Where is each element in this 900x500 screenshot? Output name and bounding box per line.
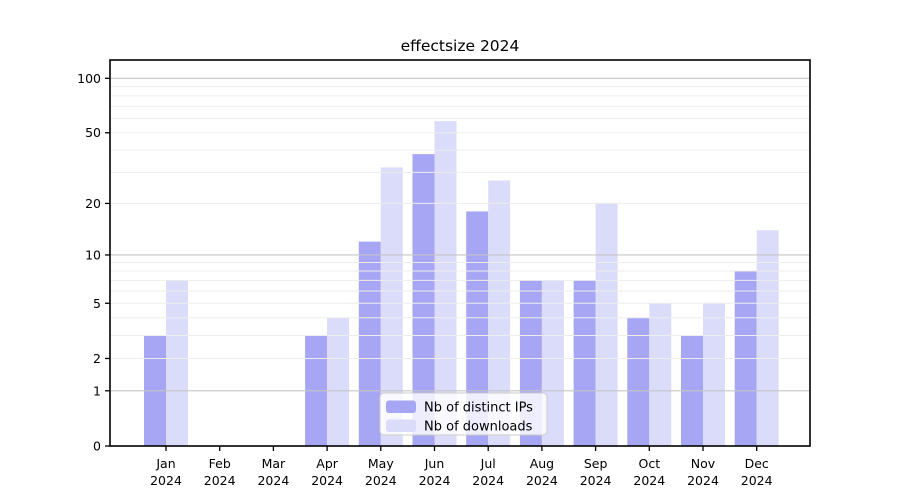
x-tick-label-month: Jun xyxy=(424,456,445,471)
bar-downloads-jan xyxy=(166,280,188,446)
x-tick-label-year: 2024 xyxy=(580,473,612,488)
bar-distinct-ips-may xyxy=(358,241,381,446)
bar-downloads-apr xyxy=(327,317,350,446)
x-tick-label-year: 2024 xyxy=(150,473,182,488)
x-tick-label-year: 2024 xyxy=(741,473,773,488)
x-tick-label-month: Nov xyxy=(691,456,716,471)
chart-plot-area: 0 1 2 5 10 20 50 100 Jan 2024 Feb 2024 Mar 2024 Apr 202… xyxy=(77,59,811,488)
x-tick-label-month: Jan xyxy=(155,456,175,471)
bar-downloads-may xyxy=(380,167,403,447)
legend-swatch-downloads xyxy=(386,419,416,432)
bar-distinct-ips-jul xyxy=(466,211,489,446)
bar-distinct-ips-jun xyxy=(412,154,435,447)
x-tick-label-year: 2024 xyxy=(311,473,343,488)
y-tick-label: 10 xyxy=(85,247,101,262)
bar-downloads-dec xyxy=(756,230,779,446)
x-tick-label-year: 2024 xyxy=(257,473,289,488)
y-tick-label: 5 xyxy=(93,296,101,311)
x-tick-label-month: Apr xyxy=(316,456,338,471)
bar-downloads-sep xyxy=(595,203,618,446)
legend-swatch-distinct-ips xyxy=(386,400,416,413)
bar-downloads-oct xyxy=(649,303,672,446)
y-tick-label: 0 xyxy=(93,439,101,454)
chart-title: effectsize 2024 xyxy=(401,37,520,55)
x-tick-label-month: May xyxy=(368,456,394,471)
bar-downloads-jun xyxy=(434,121,457,446)
x-tick-label-month: Oct xyxy=(638,456,660,471)
y-tick-label: 20 xyxy=(85,196,101,211)
legend-label-distinct-ips: Nb of distinct IPs xyxy=(424,401,533,416)
y-tick-label: 50 xyxy=(85,125,101,140)
x-tick-label-month: Aug xyxy=(530,456,554,471)
bar-distinct-ips-oct xyxy=(627,317,650,446)
x-tick-label-year: 2024 xyxy=(204,473,236,488)
x-tick-label-year: 2024 xyxy=(419,473,451,488)
legend-label-downloads: Nb of downloads xyxy=(424,420,533,435)
y-tick-label: 1 xyxy=(93,383,101,398)
x-tick-label-month: Dec xyxy=(745,456,769,471)
x-tick-label-month: Sep xyxy=(584,456,608,471)
x-tick-label-year: 2024 xyxy=(526,473,558,488)
y-tick-label: 2 xyxy=(93,351,101,366)
plot-frame xyxy=(109,59,811,447)
bar-downloads-jul xyxy=(488,180,511,446)
legend: Nb of distinct IPs Nb of downloads xyxy=(379,392,548,436)
x-tick-label-year: 2024 xyxy=(687,473,719,488)
x-tick-label-year: 2024 xyxy=(633,473,665,488)
x-tick-label-month: Feb xyxy=(209,456,231,471)
x-tick-label-year: 2024 xyxy=(365,473,397,488)
bar-distinct-ips-sep xyxy=(573,280,596,446)
y-tick-label: 100 xyxy=(77,71,101,86)
x-tick-label-month: Mar xyxy=(262,456,286,471)
bar-downloads-nov xyxy=(703,303,725,446)
x-tick-label-month: Jul xyxy=(480,456,496,471)
legend-box xyxy=(379,392,548,436)
x-tick-label-year: 2024 xyxy=(472,473,504,488)
